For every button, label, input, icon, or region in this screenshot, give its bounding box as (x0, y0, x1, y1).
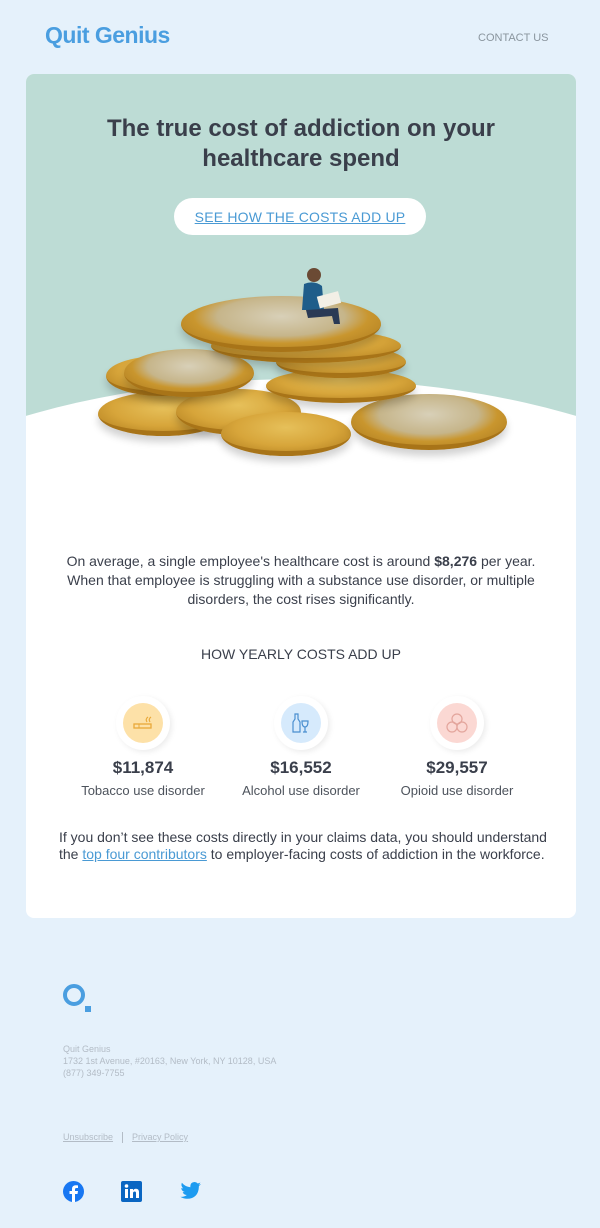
see-costs-button[interactable]: SEE HOW THE COSTS ADD UP (174, 198, 426, 235)
footer-address: Quit Genius 1732 1st Avenue, #20163, New … (63, 1044, 277, 1078)
pills-icon (437, 703, 477, 743)
unsubscribe-link[interactable]: Unsubscribe (63, 1132, 114, 1142)
coins-image (26, 74, 576, 504)
divider (122, 1132, 124, 1144)
top-four-contributors-link[interactable]: top four contributors (82, 846, 207, 862)
section-title: HOW YEARLY COSTS ADD UP (201, 646, 401, 662)
footer-links: Unsubscribe Privacy Policy (63, 1132, 189, 1144)
quit-genius-mark-icon (63, 984, 91, 1012)
bottle-glass-icon (281, 703, 321, 743)
twitter-icon[interactable] (180, 1181, 202, 1201)
average-cost: $8,276 (434, 553, 478, 569)
quit-genius-logo[interactable]: Quit Genius (45, 22, 170, 48)
facebook-icon[interactable] (63, 1181, 84, 1202)
linkedin-icon[interactable] (121, 1181, 142, 1202)
hero-title: The true cost of addiction on your healt… (106, 115, 495, 172)
stat-tobacco: $11,874 Tobacco use disorder (58, 696, 228, 798)
privacy-policy-link[interactable]: Privacy Policy (132, 1132, 189, 1142)
contact-us-link[interactable]: CONTACT US (478, 32, 549, 44)
person-reading-figure (302, 268, 342, 324)
email-card: The true cost of addiction on your healt… (26, 74, 576, 918)
intro-paragraph: On average, a single employee's healthca… (66, 553, 536, 607)
outro-paragraph: If you don’t see these costs directly in… (59, 829, 547, 862)
cigarette-icon (123, 703, 163, 743)
stat-alcohol: $16,552 Alcohol use disorder (216, 696, 386, 798)
stat-opioid: $29,557 Opioid use disorder (372, 696, 542, 798)
